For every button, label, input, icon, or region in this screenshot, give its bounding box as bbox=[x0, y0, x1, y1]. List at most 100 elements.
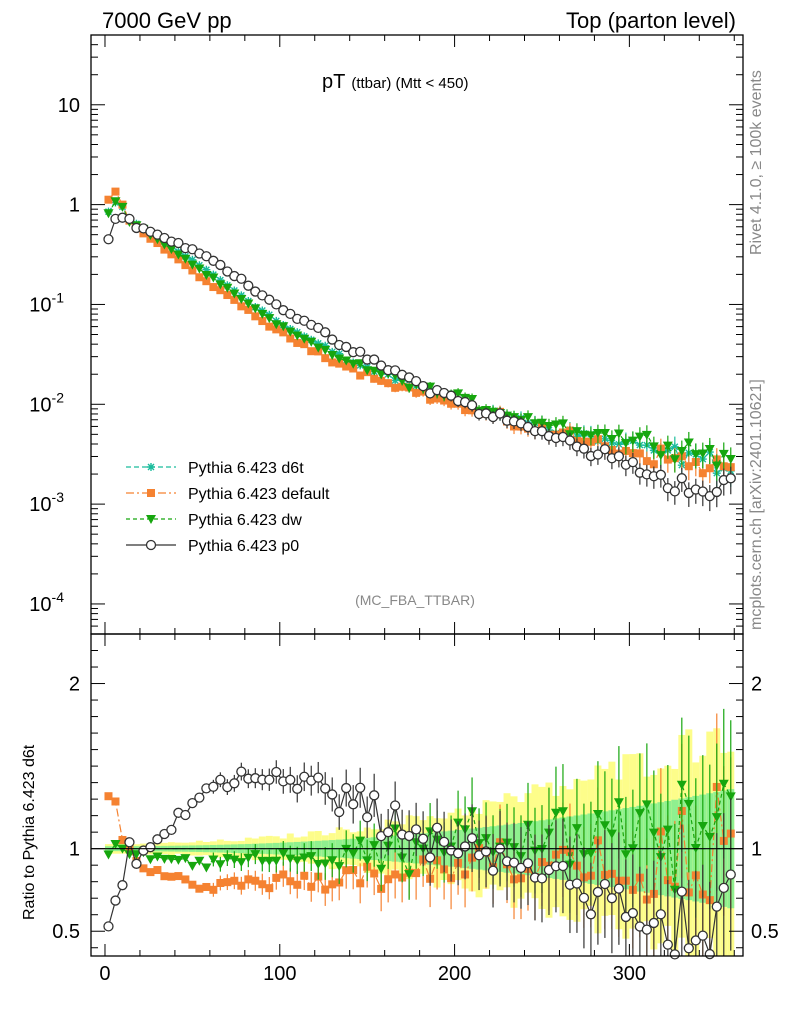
ratio-point-p0 bbox=[571, 878, 583, 889]
point-dw bbox=[404, 383, 415, 393]
ratio-point-dw bbox=[236, 858, 247, 868]
ratio-point-default bbox=[195, 884, 204, 893]
ratio-point-dw bbox=[103, 850, 114, 860]
ratio-point-p0 bbox=[431, 822, 443, 833]
point-dw bbox=[194, 264, 205, 274]
ratio-point-p0 bbox=[215, 774, 226, 785]
ratio-point-dw bbox=[334, 862, 345, 872]
point-p0 bbox=[173, 237, 184, 249]
header-left: 7000 GeV pp bbox=[102, 8, 232, 33]
ratio-point-p0 bbox=[264, 774, 275, 785]
point-dw bbox=[222, 283, 233, 293]
ratio-point-default bbox=[104, 792, 113, 801]
point-dw bbox=[585, 431, 596, 441]
y-tick-label: 10-1 bbox=[29, 289, 64, 316]
ratio-point-p0 bbox=[390, 800, 401, 811]
point-default bbox=[244, 305, 253, 314]
point-p0 bbox=[417, 380, 429, 392]
ratio-point-default bbox=[370, 869, 379, 878]
ratio-point-dw bbox=[152, 852, 163, 862]
ratio-point-p0 bbox=[613, 883, 625, 894]
ratio-point-dw bbox=[355, 836, 366, 846]
point-dw bbox=[166, 245, 177, 255]
point-dw bbox=[634, 432, 645, 442]
y-tick-label: 10-3 bbox=[29, 489, 64, 516]
point-p0 bbox=[655, 469, 666, 480]
point-p0 bbox=[369, 354, 380, 365]
point-p0 bbox=[410, 375, 422, 387]
point-default bbox=[279, 328, 288, 337]
point-dw bbox=[236, 294, 247, 304]
point-dw bbox=[683, 438, 694, 448]
ratio-point-p0 bbox=[424, 852, 436, 863]
ratio-y-tick-label: 0.5 bbox=[52, 921, 80, 943]
ratio-point-p0 bbox=[117, 880, 128, 891]
point-dw bbox=[578, 430, 589, 440]
ratio-point-default bbox=[181, 875, 190, 884]
point-dw bbox=[662, 441, 673, 451]
rivet-label: Rivet 4.1.0, ≥ 100k events bbox=[748, 70, 765, 255]
ratio-point-default bbox=[111, 797, 120, 806]
point-dw bbox=[571, 427, 582, 437]
point-default bbox=[635, 449, 644, 458]
point-default bbox=[111, 187, 120, 196]
point-default bbox=[160, 245, 169, 254]
point-default bbox=[272, 325, 281, 334]
ratio-point-default bbox=[391, 870, 400, 879]
ratio-point-dw bbox=[341, 844, 352, 854]
ratio-point-default bbox=[237, 881, 246, 890]
ratio-point-dw bbox=[257, 856, 268, 866]
point-dw bbox=[550, 420, 561, 430]
ratio-point-default bbox=[160, 872, 169, 881]
ratio-point-p0 bbox=[599, 878, 611, 890]
point-dw bbox=[599, 429, 610, 439]
ratio-point-p0 bbox=[285, 774, 296, 785]
point-d6t bbox=[321, 341, 330, 350]
point-dw bbox=[215, 280, 226, 290]
ratio-point-default bbox=[223, 878, 232, 887]
main-line-dw bbox=[107, 200, 732, 467]
ratio-point-dw bbox=[585, 849, 596, 859]
ratio-point-dw bbox=[369, 841, 380, 851]
y-tick-label: 1 bbox=[69, 195, 80, 217]
ratio-point-p0 bbox=[124, 837, 135, 848]
main-line-default bbox=[108, 190, 731, 475]
point-default bbox=[258, 317, 267, 326]
ratio-point-p0 bbox=[236, 766, 247, 777]
ratio-point-dw bbox=[641, 800, 652, 810]
point-default bbox=[377, 376, 386, 385]
ratio-point-dw bbox=[592, 809, 603, 819]
ratio-point-default bbox=[265, 884, 274, 893]
y-tick-label: 10 bbox=[58, 95, 80, 117]
legend-label: Pythia 6.423 p0 bbox=[188, 538, 299, 555]
point-dw bbox=[620, 439, 631, 449]
point-dw bbox=[285, 327, 296, 337]
ratio-point-dw bbox=[676, 780, 687, 790]
point-default bbox=[433, 394, 442, 403]
ratio-point-default bbox=[258, 880, 267, 889]
x-tick-label: 300 bbox=[613, 963, 646, 985]
point-d6t bbox=[335, 349, 344, 358]
point-d6t bbox=[391, 376, 400, 385]
point-dw bbox=[117, 202, 128, 212]
ratio-point-p0 bbox=[466, 833, 478, 844]
ratio-point-dw bbox=[327, 856, 338, 866]
ratio-point-default bbox=[384, 875, 393, 884]
ratio-point-p0 bbox=[320, 783, 331, 794]
ratio-point-p0 bbox=[362, 812, 373, 823]
point-dw bbox=[250, 304, 261, 314]
ratio-point-default bbox=[300, 871, 309, 880]
point-dw bbox=[306, 337, 317, 347]
point-dw bbox=[641, 430, 652, 440]
ratio-point-dw bbox=[208, 855, 219, 865]
point-default bbox=[398, 382, 407, 391]
point-p0 bbox=[494, 408, 506, 419]
ratio-point-p0 bbox=[103, 921, 114, 932]
ratio-point-p0 bbox=[292, 783, 303, 794]
ratio-point-dw bbox=[173, 855, 184, 865]
ratio-point-p0 bbox=[578, 892, 590, 904]
ratio-point-default bbox=[328, 880, 337, 889]
point-p0 bbox=[327, 334, 338, 345]
ratio-point-dw bbox=[620, 850, 631, 860]
